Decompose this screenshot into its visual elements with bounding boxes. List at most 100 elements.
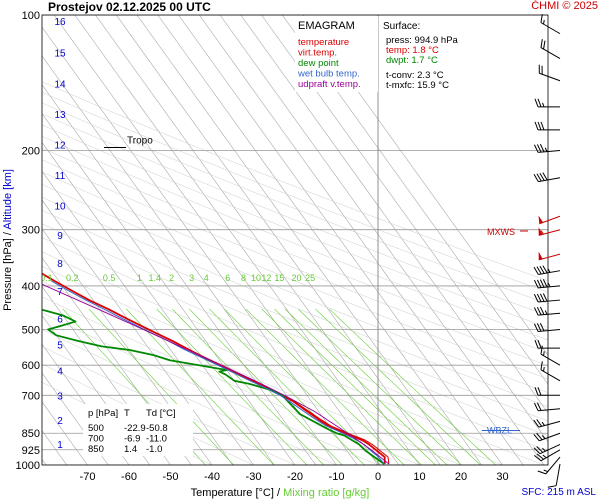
dry-adiabat-line xyxy=(42,147,548,354)
wind-barb-staff xyxy=(540,22,561,35)
levels-table-cell: -6.9 xyxy=(124,434,140,445)
wind-barb-flag xyxy=(536,144,542,153)
wind-barb-flag xyxy=(543,40,546,50)
wind-barb xyxy=(534,449,561,462)
wind-barb-flag xyxy=(533,173,539,182)
wind-barb-flag xyxy=(534,121,539,131)
wind-barb-flag xyxy=(542,265,548,274)
temperature-tick-label: -40 xyxy=(204,471,220,483)
wind-barb-staff xyxy=(538,299,561,303)
mxws-label: MXWS xyxy=(487,227,515,237)
wind-barb-flag xyxy=(536,306,542,316)
credit-label: ČHMI © 2025 xyxy=(531,0,598,12)
pressure-tick-label: 400 xyxy=(22,281,40,293)
plot-area: 0.1 0.2 0.5 1 1.4 2 3 4 6 8 10 12 15 20 25 xyxy=(42,15,548,465)
wind-barb-flag xyxy=(539,306,545,315)
wind-barb-staff xyxy=(538,177,561,183)
wind-barb-flag xyxy=(542,279,548,288)
wind-barb xyxy=(533,419,561,428)
wind-barb xyxy=(534,121,560,131)
wind-barb-staff xyxy=(545,456,561,475)
wind-barb-pennant xyxy=(538,251,543,260)
station-title: Prostejov 02.12.2025 00 UTC xyxy=(48,0,211,14)
y-axis-separator: / xyxy=(2,230,14,239)
x-axis-mixing-ratio-label: Mixing ratio [g/kg] xyxy=(283,487,369,499)
wind-barb-staff xyxy=(540,449,561,462)
pressure-tick-label: 500 xyxy=(22,325,40,337)
wind-barb xyxy=(533,172,561,183)
mixing-ratio-label: 6 xyxy=(225,273,230,283)
wind-barb-half-flag xyxy=(544,147,548,152)
wind-barb-flag xyxy=(533,266,539,275)
legend-entry: virt.temp. xyxy=(298,48,337,59)
wind-barb-flag xyxy=(533,419,540,428)
wind-barb-flag xyxy=(533,294,539,303)
temperature-tick-label: -70 xyxy=(80,471,96,483)
temperature-tick-label: 0 xyxy=(375,471,381,483)
isotherm-line xyxy=(42,26,358,465)
mixing-ratio-line xyxy=(88,308,234,465)
altitude-tick-label: 10 xyxy=(54,201,66,212)
isotherm-line xyxy=(42,199,233,465)
tropopause-label: Tropo xyxy=(127,136,153,147)
levels-table-cell: -22.9 xyxy=(124,423,146,434)
legend-entry: dew point xyxy=(298,58,339,69)
x-axis-separator: / xyxy=(274,487,283,499)
dry-adiabat-line xyxy=(42,237,548,452)
mixing-ratio-label: 20 xyxy=(292,273,302,283)
wind-barb-flag xyxy=(533,433,540,442)
wind-barb xyxy=(533,293,561,303)
isotherm-line xyxy=(219,15,545,465)
altitude-tick-label: 9 xyxy=(57,231,63,242)
wind-barb-half-flag xyxy=(544,310,548,315)
wind-barb-staff xyxy=(540,47,561,60)
wind-barb-flag xyxy=(533,402,539,411)
wind-barb-staff xyxy=(539,432,561,442)
mixing-ratio-label: 8 xyxy=(241,273,246,283)
y-axis-pressure-label: Pressure [hPa] xyxy=(2,238,14,311)
mixing-ratio-label: 10 xyxy=(251,273,261,283)
y-axis-altitude-label: Altitude [km] xyxy=(2,169,14,230)
dry-adiabat-line xyxy=(42,171,548,380)
wind-barb-flag xyxy=(540,345,543,355)
wind-barb-flag xyxy=(536,293,542,302)
wind-barb-flag xyxy=(539,323,545,332)
series-line-udpraft-v-temp xyxy=(42,283,390,465)
wind-barb-flag xyxy=(539,143,545,153)
wind-barb-staff xyxy=(538,270,561,276)
levels-table-cell: -11.0 xyxy=(146,434,167,445)
wind-barb xyxy=(533,279,561,289)
wind-barb-flag xyxy=(536,402,542,411)
pressure-tick-label: 100 xyxy=(22,10,40,22)
wind-barb xyxy=(538,227,561,236)
wind-barb-pennant xyxy=(538,215,544,224)
wind-barb xyxy=(540,14,561,35)
temperature-tick-label: 10 xyxy=(413,471,425,483)
wind-barb-pennant xyxy=(538,227,543,236)
wind-barb-flag xyxy=(533,279,539,289)
wind-barb-flag xyxy=(540,121,545,131)
isotherm-line xyxy=(116,15,441,465)
dry-adiabat-line xyxy=(42,113,548,316)
wind-barb-flag xyxy=(536,446,544,453)
isotherm-line xyxy=(240,15,548,443)
surface-pressure: press: 994.9 hPa xyxy=(386,35,459,46)
wbzl-label: WBZL xyxy=(487,425,512,435)
pressure-tick-label: 200 xyxy=(22,145,40,157)
wind-barb-staff xyxy=(538,329,561,332)
levels-table-cell: 700 xyxy=(88,434,104,445)
y-axis-label: Pressure [hPa] / Altitude [km] xyxy=(2,169,14,311)
wind-barb xyxy=(533,402,561,412)
temperature-tick-label: 30 xyxy=(496,471,508,483)
wind-barb-staff xyxy=(538,149,561,153)
levels-table-header: Td [°C] xyxy=(146,408,176,419)
wind-barb xyxy=(538,215,561,225)
mixing-ratio-label: 3 xyxy=(189,273,194,283)
altitude-tick-label: 16 xyxy=(54,17,66,28)
wind-barb-flag xyxy=(533,323,539,332)
altitude-tick-label: 4 xyxy=(57,366,63,377)
pressure-tick-label: 300 xyxy=(22,225,40,237)
mixing-ratio-label: 1.4 xyxy=(149,273,162,283)
altitude-tick-label: 1 xyxy=(57,440,63,451)
